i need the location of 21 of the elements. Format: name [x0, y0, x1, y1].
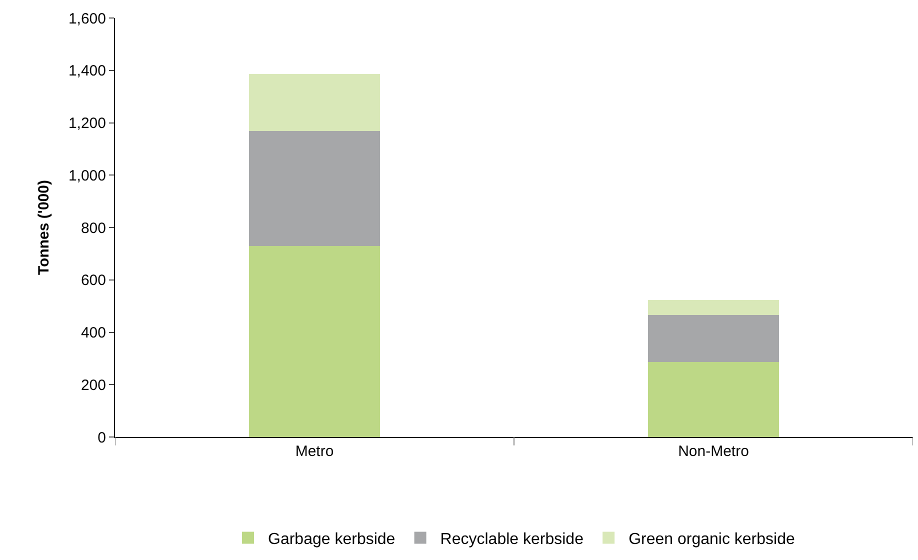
- y-tick-label: 200: [80, 376, 106, 394]
- bar: [648, 300, 779, 315]
- legend-label: Garbage kerbside: [268, 530, 396, 548]
- y-tick-label: 1,400: [68, 62, 106, 80]
- y-tick-label: 1,000: [68, 167, 106, 184]
- bar: [249, 131, 380, 246]
- y-tick-label: 1,200: [68, 115, 106, 132]
- y-tick-label: 800: [80, 220, 106, 237]
- bar: [648, 362, 779, 437]
- y-tick-label: 0: [98, 429, 106, 446]
- bar: [648, 315, 779, 362]
- legend-label: Recyclable kerbside: [440, 530, 584, 548]
- y-tick-label: 600: [80, 272, 106, 290]
- x-tick-label: Metro: [295, 443, 334, 460]
- bar: [249, 74, 380, 131]
- y-axis-title: Tonnes ('000): [36, 180, 53, 275]
- bar: [249, 246, 380, 437]
- legend-label: Green organic kerbside: [628, 530, 795, 548]
- x-tick-label: Non-Metro: [678, 443, 749, 460]
- y-tick-label: 1,600: [68, 10, 106, 28]
- y-tick-label: 400: [80, 324, 106, 342]
